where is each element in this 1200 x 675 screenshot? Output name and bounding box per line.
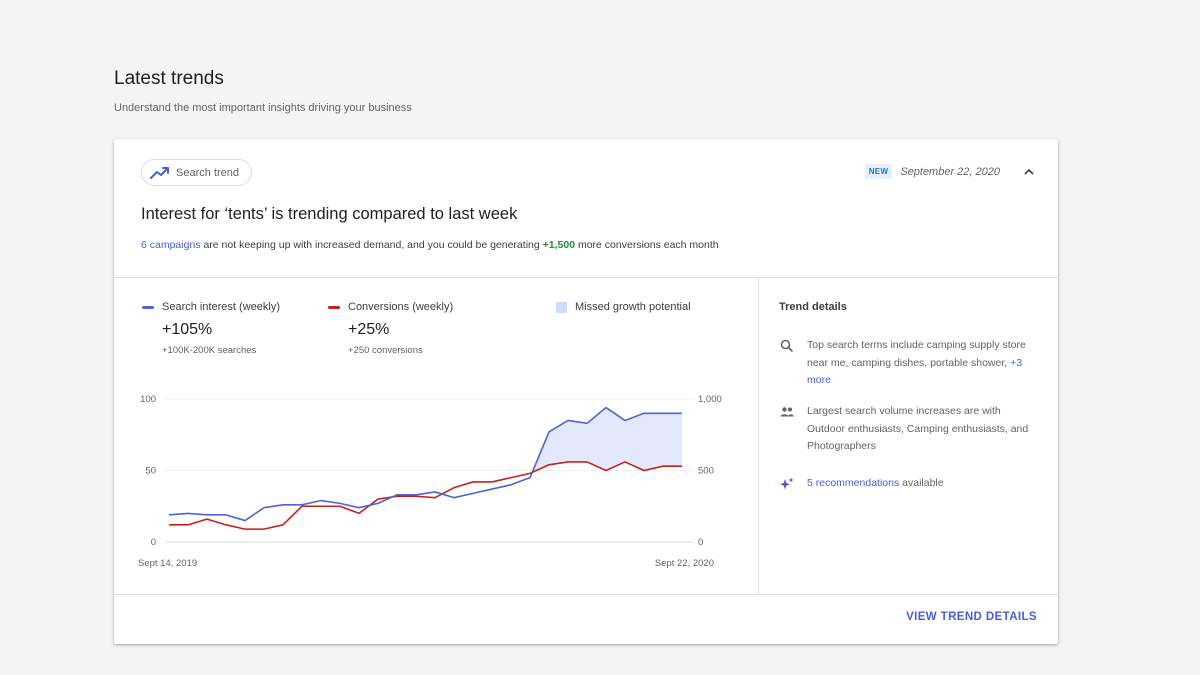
page-title: Latest trends bbox=[114, 68, 224, 89]
conversions-value-big: +25% bbox=[348, 321, 390, 338]
conversions-value: +1,500 bbox=[542, 239, 576, 251]
detail-search-terms: Top search terms include camping supply … bbox=[779, 337, 1029, 390]
trend-summary: 6 campaigns are not keeping up with incr… bbox=[141, 239, 719, 251]
y-right-tick-label: 0 bbox=[698, 537, 703, 548]
trend-chart: 100 1,000 50 500 0 0 Sept 14, 2019 Sept 22, 202… bbox=[138, 394, 722, 569]
detail-3-text: available bbox=[899, 477, 944, 489]
recommendations-link[interactable]: 5 recommendations bbox=[807, 477, 900, 489]
page-subtitle: Understand the most important insights d… bbox=[114, 102, 412, 114]
conversions-legend-swatch bbox=[328, 305, 340, 309]
trending-up-icon bbox=[150, 166, 169, 179]
conversions-sub: +250 conversions bbox=[348, 345, 423, 356]
detail-recommendations: 5 recommendations available bbox=[779, 475, 1029, 493]
detail-1-text: Top search terms include camping supply … bbox=[807, 339, 1026, 369]
y-left-tick-label: 50 bbox=[145, 466, 156, 477]
x-start-label: Sept 14, 2019 bbox=[138, 558, 197, 569]
search-interest-line bbox=[168, 406, 682, 522]
trend-headline: Interest for ‘tents’ is trending compare… bbox=[141, 205, 518, 223]
conversions-legend-label: Conversions (weekly) bbox=[348, 301, 454, 313]
search-legend-label: Search interest (weekly) bbox=[162, 301, 280, 313]
summary-text-1: are not keeping up with increased demand… bbox=[200, 239, 543, 251]
divider bbox=[758, 277, 759, 595]
detail-2-text: Largest search volume increases are with… bbox=[807, 405, 1029, 452]
view-trend-details-button[interactable]: VIEW TREND DETAILS bbox=[906, 611, 1037, 623]
trend-details-title: Trend details bbox=[779, 301, 847, 313]
missed-legend-swatch bbox=[556, 301, 567, 313]
y-left-tick-label: 100 bbox=[140, 394, 156, 405]
missed-legend-label: Missed growth potential bbox=[575, 301, 691, 313]
more-terms-link[interactable]: +3 more bbox=[807, 356, 1023, 387]
divider bbox=[114, 594, 1058, 595]
legend-search: Search interest (weekly) +105% +100K-200… bbox=[142, 301, 280, 356]
people-icon bbox=[780, 407, 794, 417]
card-date: September 22, 2020 bbox=[900, 165, 1000, 178]
missed-growth-area bbox=[530, 407, 682, 478]
chevron-up-icon[interactable] bbox=[1022, 165, 1036, 179]
trend-card: Search trend NEW September 22, 2020 Inte… bbox=[114, 139, 1058, 644]
y-right-tick-label: 500 bbox=[698, 466, 714, 477]
search-legend-swatch bbox=[142, 305, 154, 309]
chip-label: Search trend bbox=[176, 166, 239, 179]
search-interest-value: +105% bbox=[162, 321, 213, 338]
x-end-label: Sept 22, 2020 bbox=[655, 558, 714, 569]
sparkle-icon bbox=[780, 477, 794, 490]
legend-conversions: Conversions (weekly) +25% +250 conversio… bbox=[328, 301, 453, 356]
y-left-tick-label: 0 bbox=[151, 537, 156, 548]
search-icon bbox=[780, 339, 793, 352]
card-meta: NEW September 22, 2020 bbox=[864, 164, 1036, 179]
conversions-line bbox=[169, 461, 682, 530]
divider bbox=[114, 277, 1058, 278]
search-interest-sub: +100K-200K searches bbox=[162, 345, 257, 356]
search-trend-chip: Search trend bbox=[141, 159, 252, 186]
detail-audiences: Largest search volume increases are with… bbox=[779, 403, 1029, 456]
y-right-tick-label: 1,000 bbox=[698, 394, 722, 405]
campaigns-link[interactable]: 6 campaigns bbox=[141, 239, 201, 251]
legend-missed: Missed growth potential bbox=[556, 301, 691, 313]
summary-text-2: more conversions each month bbox=[575, 239, 719, 251]
new-badge: NEW bbox=[864, 164, 893, 179]
